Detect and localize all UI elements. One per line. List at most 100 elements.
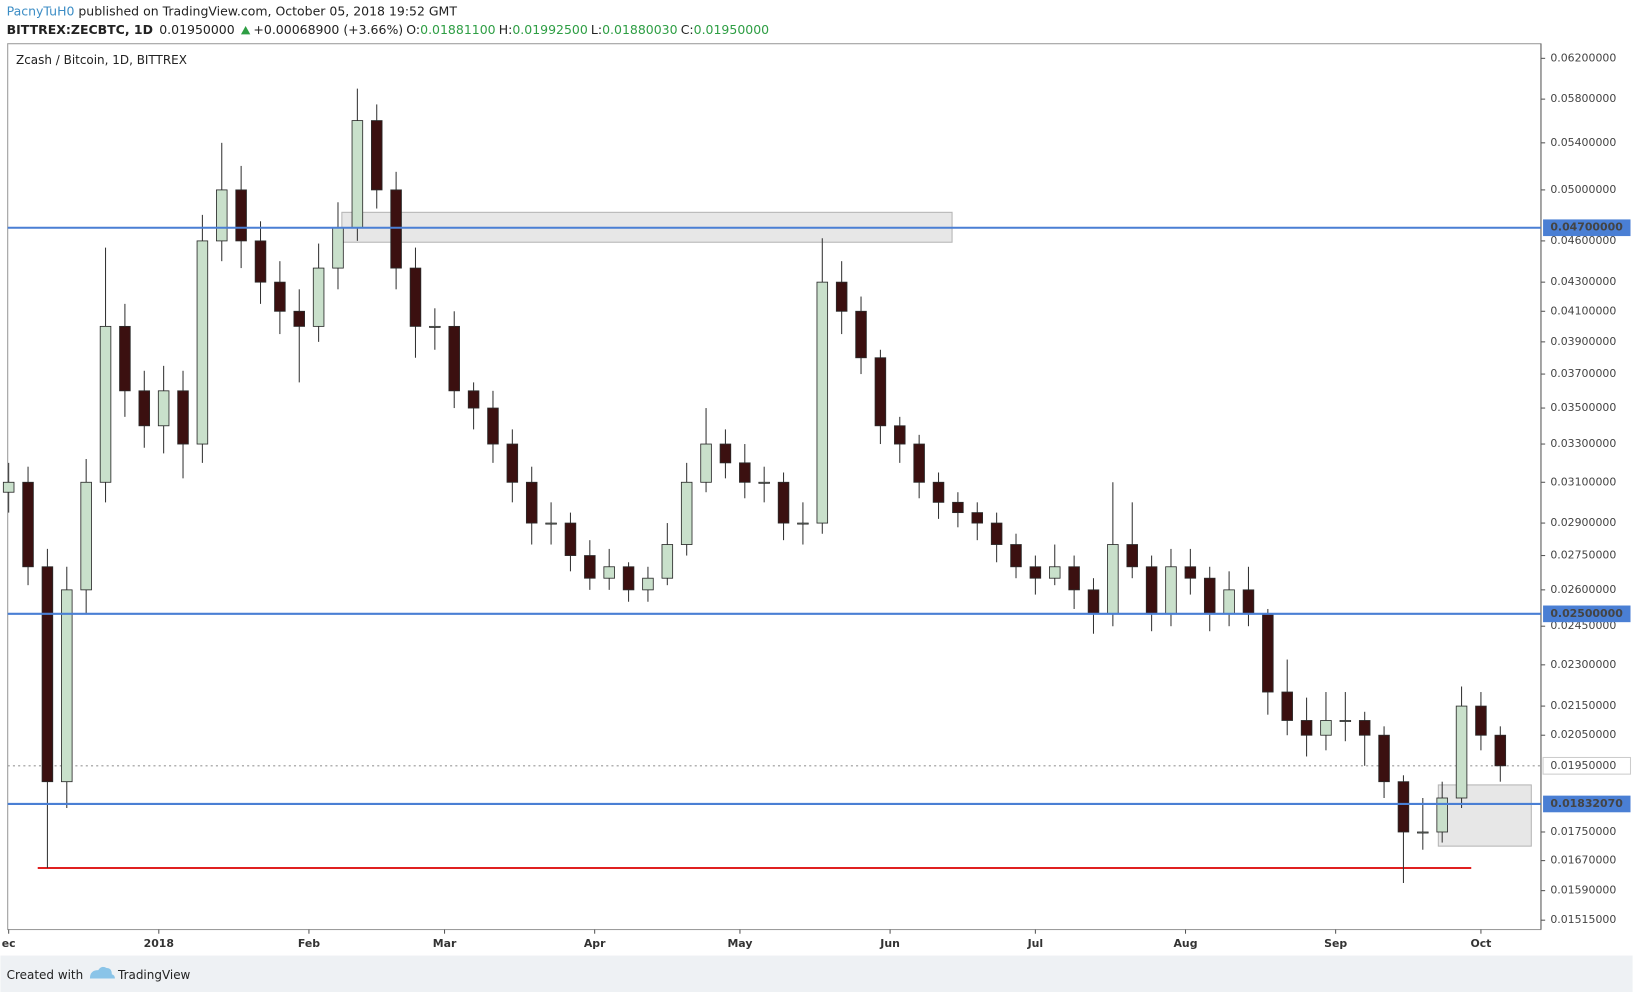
y-tick-label: 0.05400000 [1550, 136, 1616, 149]
y-tick-label: 0.02750000 [1550, 549, 1616, 562]
x-tick-label: Apr [584, 937, 606, 950]
y-tick-label: 0.02150000 [1550, 699, 1616, 712]
candle-body [1029, 566, 1042, 579]
header-line: PacnyTuH0 published on TradingView.com, … [7, 3, 458, 18]
ohlc-label: O: [406, 22, 420, 37]
x-tick-label: Jun [879, 937, 900, 950]
x-tick-label: Sep [1324, 937, 1347, 950]
last: 0.01950000 [159, 22, 235, 37]
candle-body [1475, 705, 1487, 736]
candle-body [739, 462, 751, 483]
y-tick-label: 0.02300000 [1550, 658, 1616, 671]
candle-body [487, 407, 499, 445]
candle-body [913, 443, 925, 483]
candle-body [971, 512, 984, 524]
pane-title: Zcash / Bitcoin, 1D, BITTREX [16, 53, 187, 67]
ohlc-value: 0.01950000 [694, 22, 770, 37]
candle-body [1358, 720, 1371, 736]
candle-body [1262, 613, 1274, 693]
candle-body [274, 281, 286, 312]
y-tick-label: 0.01750000 [1550, 825, 1616, 838]
candle-body [1242, 589, 1255, 615]
candle-body [235, 189, 247, 242]
candle-body [894, 425, 906, 445]
candle-body [1397, 781, 1410, 833]
candle-body [157, 390, 170, 427]
y-tick-label: 0.02050000 [1550, 728, 1616, 741]
ohlc-label: H: [499, 22, 513, 37]
level-box [1543, 219, 1631, 237]
x-tick-label: Aug [1174, 937, 1198, 950]
x-tick-label: 2018 [144, 937, 174, 950]
candle-body [642, 577, 654, 591]
candle-body [254, 240, 267, 283]
footer-brand[interactable]: TradingView [117, 968, 191, 982]
change: +0.00068900 (+3.66%) [253, 22, 403, 37]
level-box [1543, 795, 1631, 813]
candle-body [952, 501, 964, 514]
ohlc-value: 0.01881100 [420, 22, 496, 37]
y-tick-label: 0.04600000 [1550, 234, 1616, 247]
level-label: 0.02500000 [1550, 607, 1623, 620]
candle-body [1436, 797, 1448, 833]
candle-body [564, 522, 577, 556]
candle-body [1378, 734, 1390, 783]
candle-body [1223, 589, 1235, 615]
candle-body [1281, 691, 1293, 721]
candle-body [41, 566, 54, 783]
x-tick-label: Oct [1470, 937, 1491, 950]
candle-body [1300, 720, 1313, 736]
candle-body [700, 443, 712, 483]
y-tick-label: 0.01590000 [1550, 884, 1616, 897]
quote-line: BITTREX:ZECBTC, 1D 0.01950000 +0.00068900 … [7, 22, 769, 37]
y-tick-label: 0.03700000 [1550, 367, 1616, 380]
candle-body [1068, 566, 1080, 591]
candle-body [603, 566, 615, 579]
y-tick-label: 0.05000000 [1550, 183, 1616, 196]
candle-body [1010, 544, 1022, 568]
ohlc-value: 0.01992500 [512, 22, 588, 37]
candle-body [1145, 566, 1158, 615]
symbol: BITTREX:ZECBTC, 1D [7, 22, 153, 37]
author[interactable]: PacnyTuH0 [7, 3, 75, 18]
y-tick-label: 0.02900000 [1550, 516, 1616, 529]
candle-body [1339, 720, 1352, 722]
level-label: 0.04700000 [1550, 221, 1623, 234]
candle-body [874, 357, 887, 427]
candle-body [2, 481, 15, 493]
candle-body [216, 189, 228, 242]
candle-body [196, 240, 209, 445]
plot-layer: 0.06200000 0.05800000 0.05400000 0.05000000… [2, 51, 1632, 950]
x-tick-label: Jul [1027, 937, 1044, 950]
level-label: 0.01832070 [1550, 797, 1623, 810]
candle-body [1184, 566, 1197, 579]
ohlc-label: C: [681, 22, 694, 37]
candle-body [835, 281, 848, 312]
candle-body [467, 390, 480, 409]
candle-body [719, 443, 732, 464]
candle-body [61, 589, 73, 783]
candle-body [545, 522, 557, 525]
ohlc-label: L: [591, 22, 602, 37]
candle-body [797, 522, 809, 525]
last-price-box [1542, 756, 1632, 775]
candle-body [758, 481, 770, 484]
candle-body [177, 390, 189, 445]
candle-body [990, 522, 1003, 545]
candle-body [390, 189, 402, 269]
candle-body [99, 325, 112, 483]
y-tick-label: 0.06200000 [1550, 51, 1616, 64]
last-price-label: 0.01950000 [1550, 759, 1616, 772]
candle-body [1049, 566, 1061, 579]
candle-body [622, 566, 635, 591]
candle-body [138, 390, 151, 427]
candle-body [584, 555, 596, 579]
y-tick-label: 0.01515000 [1550, 913, 1616, 926]
candle-body [777, 481, 790, 524]
candle-body [816, 281, 829, 524]
published: published on TradingView.com, October 05… [74, 3, 457, 18]
candle-body [293, 310, 305, 327]
footer-text: Created with [7, 968, 84, 982]
y-tick-label: 0.03100000 [1550, 475, 1616, 488]
y-tick-label: 0.04100000 [1550, 304, 1616, 317]
